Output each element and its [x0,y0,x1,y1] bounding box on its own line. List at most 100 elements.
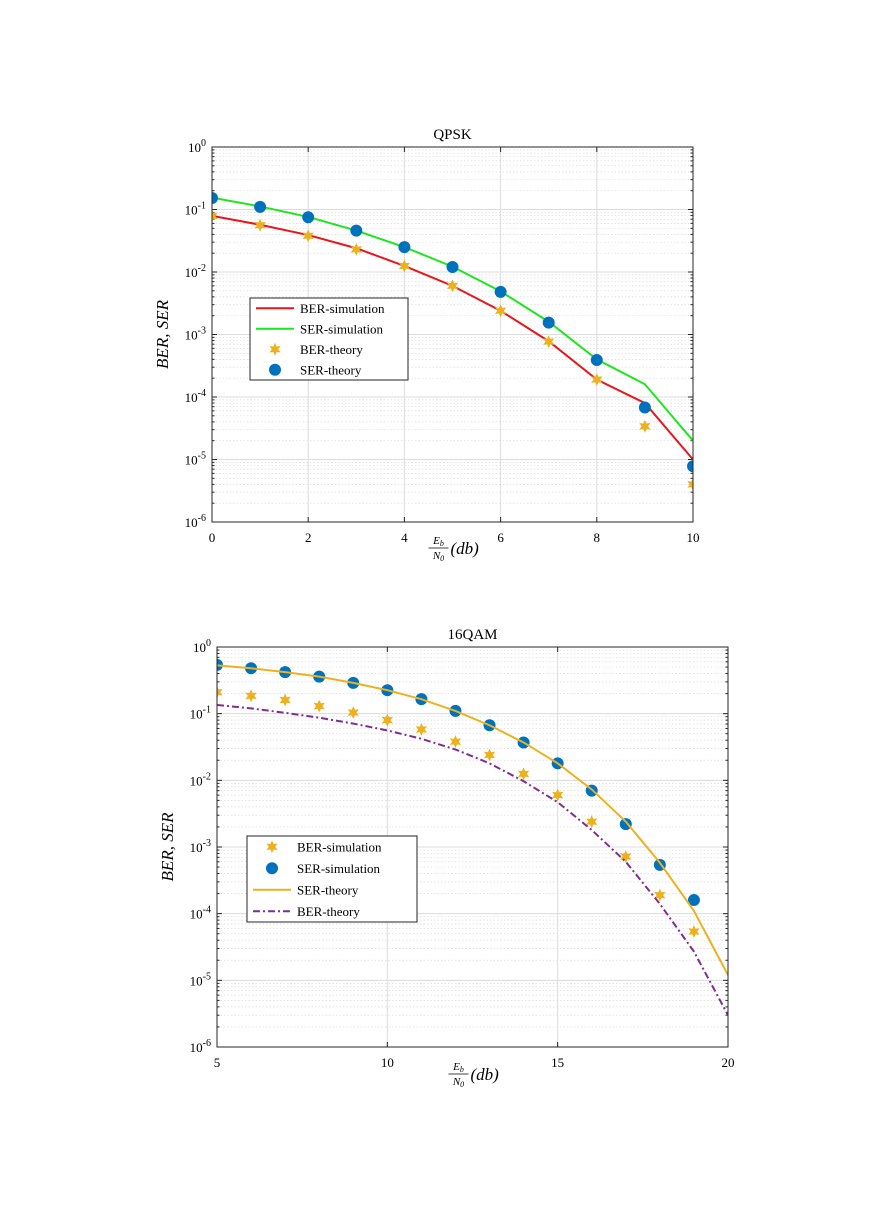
x-tick-label: 6 [497,530,504,545]
chart-title: 16QAM [447,627,497,643]
x-tick-label: 8 [594,530,601,545]
y-tick-base: 10 [185,453,198,468]
y-tick-exponent: 0 [206,638,211,649]
y-tick-label: 10-1 [185,201,206,218]
legend-label: SER-simulation [300,321,384,336]
y-tick-exponent: -6 [198,513,206,524]
y-axis-label: BER, SER [153,299,172,369]
series-ber-theory-marker [543,335,555,349]
x-tick-label: 2 [305,530,312,545]
series-ber-theory-marker [494,304,507,318]
series-ber-simulation-marker [620,850,632,864]
series-ber-simulation-marker [347,706,359,720]
y-tick-exponent: 0 [201,138,206,149]
y-tick-exponent: -1 [198,201,206,212]
legend: BER-simulation SER-simulation BER-theory SE… [249,297,409,381]
y-tick-exponent: -4 [198,388,206,399]
legend-label: SER-theory [297,882,359,897]
legend-box [246,835,418,923]
y-tick-label: 10-6 [190,1038,211,1055]
series-ber-simulation-marker [586,815,598,829]
y-tick-base: 10 [193,640,206,655]
series-ser-theory-marker [687,460,693,473]
series-ser-theory-marker [542,316,555,329]
y-tick-base: 10 [185,515,198,530]
x-tick-label: 0 [209,530,216,545]
series-ser-theory-marker [350,224,363,237]
legend-swatch-marker [269,363,281,376]
series-ber-theory-marker [446,279,459,293]
legend-label: SER-simulation [297,861,381,876]
y-tick-base: 10 [185,328,198,343]
series-ser-simulation-marker [687,894,700,907]
y-tick-base: 10 [185,390,198,405]
y-tick-exponent: -2 [203,771,211,782]
y-tick-label: 100 [188,138,206,155]
series-ber-simulation-marker [552,788,564,802]
series-ber-simulation-marker [415,722,428,736]
y-tick-label: 100 [193,638,211,655]
legend-swatch-marker [266,840,278,854]
series-ber-simulation-marker [381,713,393,727]
x-label-den-sub: 0 [440,554,444,563]
x-tick-label: 4 [401,530,408,545]
axes-box [216,646,729,1048]
legend-label: BER-theory [297,904,360,919]
legend-label: BER-simulation [297,839,382,854]
series-ber-theory-marker [212,209,218,223]
y-tick-exponent: -4 [203,905,211,916]
y-tick-exponent: -3 [198,326,206,337]
chart-qpsk: 0 2 4 6 8 1010010-110-210-310-410-510-6QPSKBE… [153,127,700,563]
x-tick-label: 10 [381,1055,394,1070]
y-tick-base: 10 [190,773,203,788]
x-label-den-letter: N [452,1076,461,1088]
y-tick-label: 10-3 [185,326,206,343]
y-tick-label: 10-5 [190,971,211,988]
series-ber-theory-marker [254,218,266,232]
series-ber-theory-line [217,703,728,1016]
x-label-numerator: Eb [432,535,444,548]
chart-16qam: 5 10 15 2010010-110-210-310-410-510-616QAMB… [158,627,735,1089]
y-tick-label: 10-1 [190,705,211,722]
y-tick-base: 10 [190,840,203,855]
y-tick-exponent: -1 [203,705,211,716]
series-ber-simulation-marker [654,888,666,902]
series-ser-theory-line [217,664,728,976]
x-label-num-letter: E [432,535,440,547]
series-ber-theory-marker [302,229,314,243]
series-ber-simulation-marker [313,699,325,713]
y-tick-base: 10 [190,907,203,922]
legend: BER-simulation SER-simulation SER-theory BE… [246,835,418,923]
y-tick-label: 10-5 [185,451,206,468]
y-tick-base: 10 [188,140,201,155]
legend-swatch-marker [266,862,278,875]
y-tick-label: 10-2 [185,263,206,280]
series-ber-simulation-marker [449,735,462,749]
x-label-suffix: (db) [451,539,480,558]
series-ser-simulation-marker [619,818,632,831]
series-ber-simulation-marker [279,693,291,707]
y-tick-base: 10 [190,707,203,722]
y-tick-exponent: -5 [198,451,206,462]
series-ser-theory-marker [638,401,651,414]
x-tick-label: 15 [551,1055,564,1070]
chart-title: QPSK [433,127,472,143]
series-group [212,191,693,491]
x-tick-label: 5 [214,1055,221,1070]
x-label-numerator: Eb [452,1061,464,1074]
series-ser-theory-marker [398,241,411,254]
y-tick-base: 10 [185,265,198,280]
y-tick-label: 10-6 [185,513,206,530]
x-label-num-letter: E [452,1061,460,1073]
legend-label: BER-theory [300,342,363,357]
y-tick-base: 10 [190,1040,203,1055]
y-tick-exponent: -3 [203,838,211,849]
series-ber-theory-marker [398,259,411,273]
y-tick-label: 10-2 [190,771,211,788]
y-tick-base: 10 [190,973,203,988]
series-ser-theory-marker [212,191,218,204]
series-ser-theory-marker [302,211,315,224]
